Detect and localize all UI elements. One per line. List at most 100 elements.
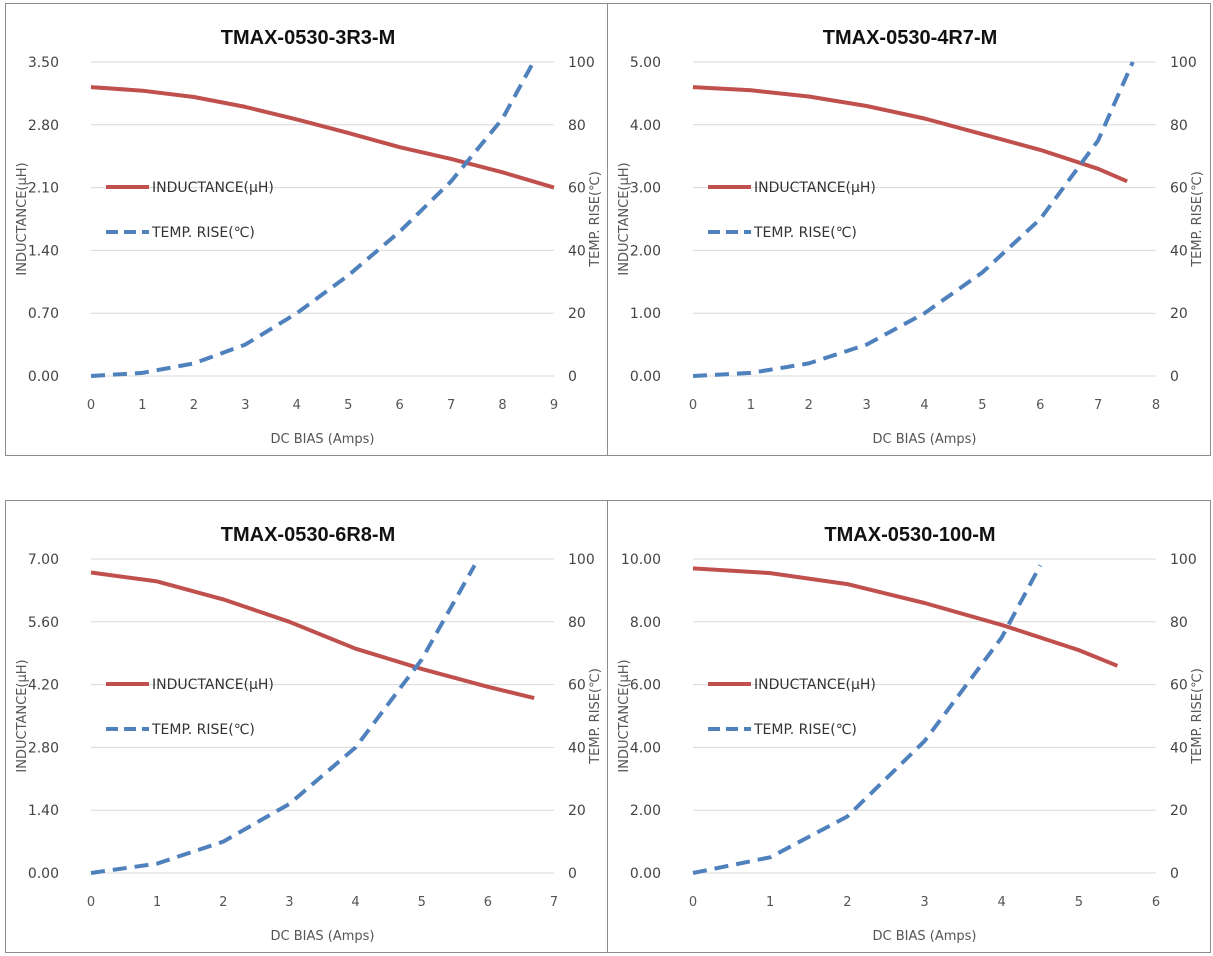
temp-rise-series-line <box>90 61 536 378</box>
x-tick-label: 7 <box>550 895 558 910</box>
x-tick-label: 6 <box>396 398 404 413</box>
x-tick-label: 3 <box>241 398 249 413</box>
y-left-axis-label: INDUCTANCE(μH) <box>617 659 632 772</box>
chart-panel-4r7: TMAX-0530-4R7-M 0.00 1.00 2.00 3.00 4.00 5.00 0… <box>607 3 1211 456</box>
y-right-tick-label: 100 <box>1170 55 1197 71</box>
y-right-tick-label: 0 <box>1170 866 1179 882</box>
x-tick-label: 4 <box>920 398 928 413</box>
x-tick-label: 8 <box>498 398 506 413</box>
y-right-tick-label: 0 <box>568 369 577 385</box>
inductance-series-line <box>692 566 1119 668</box>
y-right-tick-label: 80 <box>1170 615 1188 631</box>
y-left-tick-label: 1.40 <box>28 243 59 259</box>
y-left-axis-label: INDUCTANCE(μH) <box>617 162 632 275</box>
x-tick-label: 4 <box>351 895 359 910</box>
y-right-tick-label: 100 <box>568 55 595 71</box>
x-tick-label: 1 <box>747 398 755 413</box>
y-left-tick-label: 0.00 <box>630 369 661 385</box>
x-axis-label: DC BIAS (Amps) <box>271 929 375 944</box>
x-axis-label: DC BIAS (Amps) <box>873 929 977 944</box>
y-right-tick-label: 20 <box>1170 306 1188 322</box>
chart-title: TMAX-0530-3R3-M <box>221 27 395 49</box>
x-tick-label: 3 <box>920 895 928 910</box>
y-right-tick-label: 100 <box>1170 552 1197 568</box>
chart-svg-6r8: TMAX-0530-6R8-M 0.00 1.40 2.80 4.20 5.60 7.00 0… <box>15 524 603 944</box>
y-left-tick-label: 6.00 <box>630 678 661 694</box>
chart-title: TMAX-0530-6R8-M <box>221 524 395 546</box>
legend-entry: TEMP. RISE(℃) <box>753 225 857 241</box>
y-right-tick-label: 40 <box>568 740 586 756</box>
temp-rise-series-line <box>692 564 1043 875</box>
legend-entry: INDUCTANCE(μH) <box>754 677 876 693</box>
legend-entry: INDUCTANCE(μH) <box>754 180 876 196</box>
y-left-tick-label: 0.00 <box>28 866 59 882</box>
x-tick-label: 8 <box>1152 398 1160 413</box>
chart-svg-3r3: TMAX-0530-3R3-M 0.00 0.70 1.40 2.10 2.80 3.50 0… <box>15 27 603 447</box>
y-left-tick-label: 4.00 <box>630 118 661 134</box>
y-right-tick-label: 60 <box>568 181 586 197</box>
x-tick-label: 1 <box>138 398 146 413</box>
chart-panel-100: TMAX-0530-100-M 0.00 2.00 4.00 6.00 8.00 10.00… <box>607 500 1211 953</box>
x-tick-label: 0 <box>689 398 697 413</box>
x-tick-label: 0 <box>689 895 697 910</box>
x-axis-label: DC BIAS (Amps) <box>271 432 375 447</box>
x-tick-label: 5 <box>418 895 426 910</box>
x-tick-label: 6 <box>484 895 492 910</box>
y-right-axis-label: TEMP. RISE(℃) <box>588 171 603 268</box>
y-right-axis-label: TEMP. RISE(℃) <box>1190 171 1205 268</box>
temp-rise-series-line <box>90 564 477 875</box>
y-left-tick-label: 2.00 <box>630 803 661 819</box>
x-tick-label: 2 <box>805 398 813 413</box>
legend-entry: INDUCTANCE(μH) <box>152 180 274 196</box>
inductance-series-line <box>692 85 1128 184</box>
x-tick-label: 5 <box>344 398 352 413</box>
y-left-tick-label: 3.00 <box>630 181 661 197</box>
inductance-series-line <box>90 85 555 190</box>
x-tick-label: 2 <box>190 398 198 413</box>
y-left-tick-label: 3.50 <box>28 55 59 71</box>
legend-entry: TEMP. RISE(℃) <box>151 722 255 738</box>
chart-svg-4r7: TMAX-0530-4R7-M 0.00 1.00 2.00 3.00 4.00 5.00 0… <box>617 27 1205 447</box>
x-tick-label: 9 <box>550 398 558 413</box>
y-left-tick-label: 0.00 <box>630 866 661 882</box>
y-left-tick-label: 8.00 <box>630 615 661 631</box>
x-tick-label: 5 <box>978 398 986 413</box>
y-left-axis-label: INDUCTANCE(μH) <box>15 162 30 275</box>
y-left-tick-label: 4.20 <box>28 678 59 694</box>
y-right-tick-label: 20 <box>1170 803 1188 819</box>
y-left-tick-label: 2.00 <box>630 243 661 259</box>
y-left-tick-label: 0.70 <box>28 306 59 322</box>
y-left-tick-label: 0.00 <box>28 369 59 385</box>
y-right-tick-label: 20 <box>568 306 586 322</box>
chart-title: TMAX-0530-100-M <box>824 524 995 546</box>
y-right-tick-label: 40 <box>1170 740 1188 756</box>
x-tick-label: 6 <box>1036 398 1044 413</box>
x-tick-label: 1 <box>153 895 161 910</box>
y-left-tick-label: 1.00 <box>630 306 661 322</box>
y-left-tick-label: 5.60 <box>28 615 59 631</box>
chart-panel-6r8: TMAX-0530-6R8-M 0.00 1.40 2.80 4.20 5.60 7.00 0… <box>5 500 609 953</box>
y-right-tick-label: 60 <box>568 678 586 694</box>
y-right-tick-label: 40 <box>568 243 586 259</box>
chart-title: TMAX-0530-4R7-M <box>823 27 997 49</box>
legend-entry: INDUCTANCE(μH) <box>152 677 274 693</box>
y-right-tick-label: 0 <box>568 866 577 882</box>
x-tick-label: 6 <box>1152 895 1160 910</box>
x-tick-label: 2 <box>843 895 851 910</box>
y-right-tick-label: 0 <box>1170 369 1179 385</box>
x-tick-label: 2 <box>219 895 227 910</box>
x-tick-label: 3 <box>862 398 870 413</box>
y-right-tick-label: 60 <box>1170 181 1188 197</box>
x-tick-label: 0 <box>87 895 95 910</box>
y-left-tick-label: 2.10 <box>28 181 59 197</box>
x-axis-label: DC BIAS (Amps) <box>873 432 977 447</box>
y-left-axis-label: INDUCTANCE(μH) <box>15 659 30 772</box>
legend-entry: TEMP. RISE(℃) <box>753 722 857 738</box>
y-left-tick-label: 2.80 <box>28 118 59 134</box>
legend-entry: TEMP. RISE(℃) <box>151 225 255 241</box>
x-tick-label: 0 <box>87 398 95 413</box>
y-right-tick-label: 40 <box>1170 243 1188 259</box>
y-right-tick-label: 80 <box>568 118 586 134</box>
chart-panel-3r3: TMAX-0530-3R3-M 0.00 0.70 1.40 2.10 2.80 3.50 0… <box>5 3 609 456</box>
x-tick-label: 1 <box>766 895 774 910</box>
